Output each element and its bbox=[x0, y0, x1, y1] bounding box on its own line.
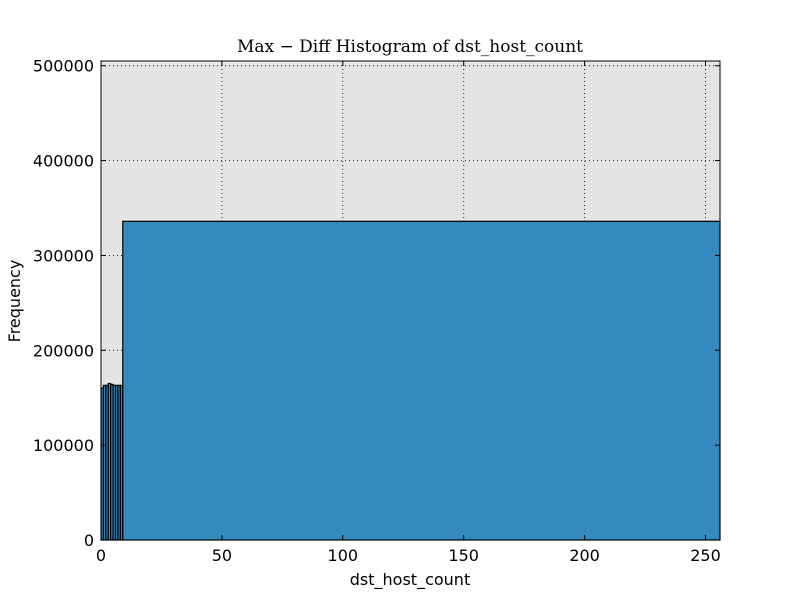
x-tick-label: 100 bbox=[328, 546, 359, 565]
x-axis-label: dst_host_count bbox=[350, 570, 470, 590]
y-tick-labels: 0 100000 200000 300000 400000 500000 bbox=[33, 57, 94, 550]
histogram-bars bbox=[100, 220, 721, 541]
plot-frame bbox=[100, 60, 721, 541]
x-tick-label: 50 bbox=[212, 546, 232, 565]
y-tick-label: 500000 bbox=[33, 57, 94, 76]
x-tick-label: 250 bbox=[690, 546, 721, 565]
y-axis-label: Frequency bbox=[5, 260, 24, 343]
x-tick-label: 200 bbox=[569, 546, 600, 565]
y-tick-label: 200000 bbox=[33, 341, 94, 360]
y-tick-label: 400000 bbox=[33, 152, 94, 171]
y-tick-label: 100000 bbox=[33, 436, 94, 455]
tick-marks bbox=[100, 61, 720, 541]
x-tick-labels: 0 50 100 150 200 250 bbox=[96, 546, 721, 565]
y-tick-label: 300000 bbox=[33, 246, 94, 265]
x-tick-label: 0 bbox=[96, 546, 106, 565]
chart-title: Max − Diff Histogram of dst_host_count bbox=[237, 37, 583, 57]
y-tick-label: 0 bbox=[84, 531, 94, 550]
histogram-bar-9 bbox=[122, 220, 721, 541]
x-tick-label: 150 bbox=[448, 546, 479, 565]
